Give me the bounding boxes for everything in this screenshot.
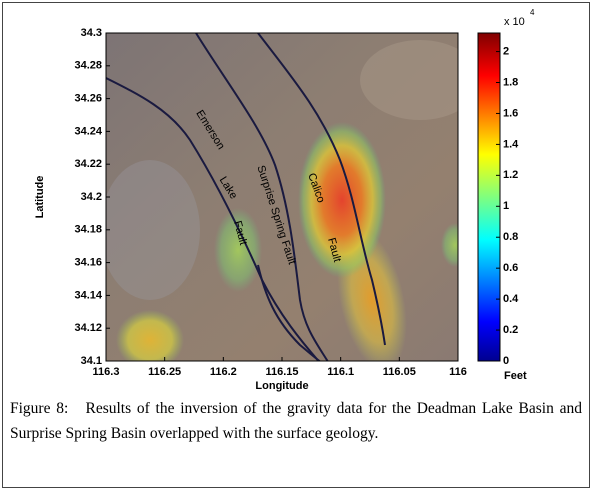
x-tick-label: 116.2	[210, 366, 237, 378]
y-tick-label: 34.3	[81, 27, 102, 39]
y-tick-label: 34.26	[74, 93, 102, 105]
x-axis-label: Longitude	[255, 380, 308, 392]
y-tick-label: 34.18	[74, 224, 102, 236]
colorbar-tick-label: 1.6	[503, 107, 518, 119]
y-axis-label: Latitude	[34, 176, 46, 219]
x-tick-label: 116	[449, 366, 467, 378]
colorbar-tick-label: 0.4	[503, 293, 519, 305]
colorbar-tick-label: 1.2	[503, 169, 518, 181]
colorbar-tick-label: 1.8	[503, 76, 518, 88]
x-tick-label: 116.25	[148, 366, 181, 378]
colorbar-tick-label: 0	[503, 355, 509, 367]
caption: Figure 8: Results of the inversion of th…	[10, 396, 582, 446]
colorbar-tick-label: 2	[503, 45, 509, 57]
colorbar-exponent: 4	[530, 8, 535, 17]
colorbar-unit: Feet	[504, 370, 527, 382]
y-tick-label: 34.2	[81, 191, 102, 203]
y-tick-label: 34.12	[74, 322, 102, 334]
x-tick-label: 116.05	[383, 366, 416, 378]
figure: 34.134.1234.1434.1634.1834.234.2234.2434…	[0, 0, 594, 392]
y-tick-label: 34.22	[74, 158, 102, 170]
x-tick-label: 116.15	[265, 366, 298, 378]
colorbar-multiplier: x 10	[504, 16, 525, 28]
colorbar-tick-label: 0.8	[503, 231, 518, 243]
map	[100, 33, 480, 377]
y-tick-label: 34.16	[74, 257, 102, 269]
x-tick-label: 116.1	[327, 366, 354, 378]
y-tick-label: 34.28	[74, 60, 102, 72]
colorbar-tick-label: 1	[503, 200, 509, 212]
x-tick-label: 116.3	[93, 366, 120, 378]
colorbar-tick-label: 1.4	[503, 138, 519, 150]
colorbar-tick-label: 0.6	[503, 262, 518, 274]
y-tick-label: 34.14	[74, 289, 102, 301]
y-tick-label: 34.24	[74, 125, 102, 137]
colorbar-tick-label: 0.2	[503, 324, 518, 336]
